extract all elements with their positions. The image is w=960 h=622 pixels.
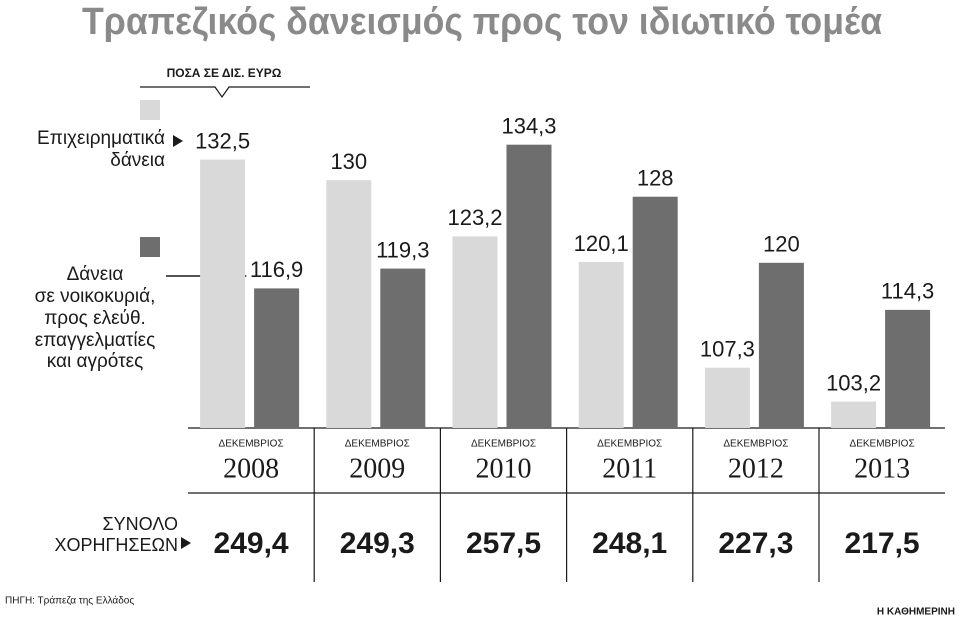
bar — [380, 268, 426, 428]
bar — [831, 401, 877, 428]
x-tick-label: 2012 — [728, 453, 784, 484]
legend-label: Επιχειρηματικά δάνεια — [37, 128, 165, 171]
legend-swatch — [140, 237, 160, 257]
x-tick-label: 2009 — [349, 453, 405, 484]
legend-label: Δάνεια σε νοικοκυριά, προς ελεύθ. επαγγε… — [34, 264, 156, 373]
category-caption: ΔΕΚΕΜΒΡΙΟΣ — [219, 439, 284, 450]
total-value: 249,3 — [340, 527, 415, 560]
bar — [704, 367, 750, 428]
legend-pointer — [173, 135, 183, 147]
bar — [885, 309, 931, 428]
value-label: 107,3 — [700, 337, 755, 362]
value-label: 114,3 — [881, 279, 934, 304]
value-label: 132,5 — [195, 128, 250, 153]
category-caption: ΔΕΚΕΜΒΡΙΟΣ — [597, 439, 662, 450]
bar — [758, 262, 804, 428]
value-label: 103,2 — [826, 370, 881, 395]
total-value: 248,1 — [592, 527, 667, 560]
value-label: 120,1 — [574, 231, 629, 256]
category-caption: ΔΕΚΕΜΒΡΙΟΣ — [471, 439, 536, 450]
totals-label: ΣΥΝΟΛΟ ΧΟΡΗΓΗΣΕΩΝ — [54, 514, 178, 555]
bar — [632, 196, 678, 428]
total-value: 249,4 — [214, 527, 289, 560]
source: ΠΗΓΗ: Τράπεζα της Ελλάδος — [5, 595, 134, 607]
totals-pointer — [181, 537, 191, 549]
value-label: 134,3 — [501, 113, 556, 138]
legend-swatch — [140, 100, 160, 120]
value-label: 130 — [330, 149, 367, 174]
category-caption: ΔΕΚΕΜΒΡΙΟΣ — [723, 439, 788, 450]
unit-bracket — [140, 86, 310, 99]
bar — [326, 180, 372, 428]
bar — [506, 144, 552, 428]
x-tick-label: 2011 — [602, 453, 657, 484]
x-tick-label: 2010 — [476, 453, 532, 484]
credit: Η ΚΑΘΗΜΕΡΙΝΗ — [877, 607, 955, 618]
bar — [254, 288, 300, 428]
category-caption: ΔΕΚΕΜΒΡΙΟΣ — [345, 439, 410, 450]
unit-label: ΠΟΣΑ ΣΕ ΔΙΣ. ΕΥΡΩ — [167, 66, 282, 80]
bar — [578, 261, 624, 428]
value-label: 119,3 — [376, 237, 429, 262]
bar — [200, 159, 246, 429]
total-value: 257,5 — [466, 527, 541, 560]
value-label: 120 — [763, 232, 800, 257]
x-tick-label: 2008 — [223, 453, 279, 484]
value-label: 116,9 — [250, 257, 303, 282]
category-caption: ΔΕΚΕΜΒΡΙΟΣ — [850, 439, 915, 450]
value-label: 128 — [637, 166, 674, 191]
bar — [452, 236, 498, 428]
x-tick-label: 2013 — [854, 453, 910, 484]
chart-title: Τραπεζικός δανεισμός προς τον ιδιωτικό τ… — [82, 1, 882, 43]
total-value: 217,5 — [845, 527, 920, 560]
total-value: 227,3 — [718, 527, 793, 560]
value-label: 123,2 — [447, 205, 502, 230]
